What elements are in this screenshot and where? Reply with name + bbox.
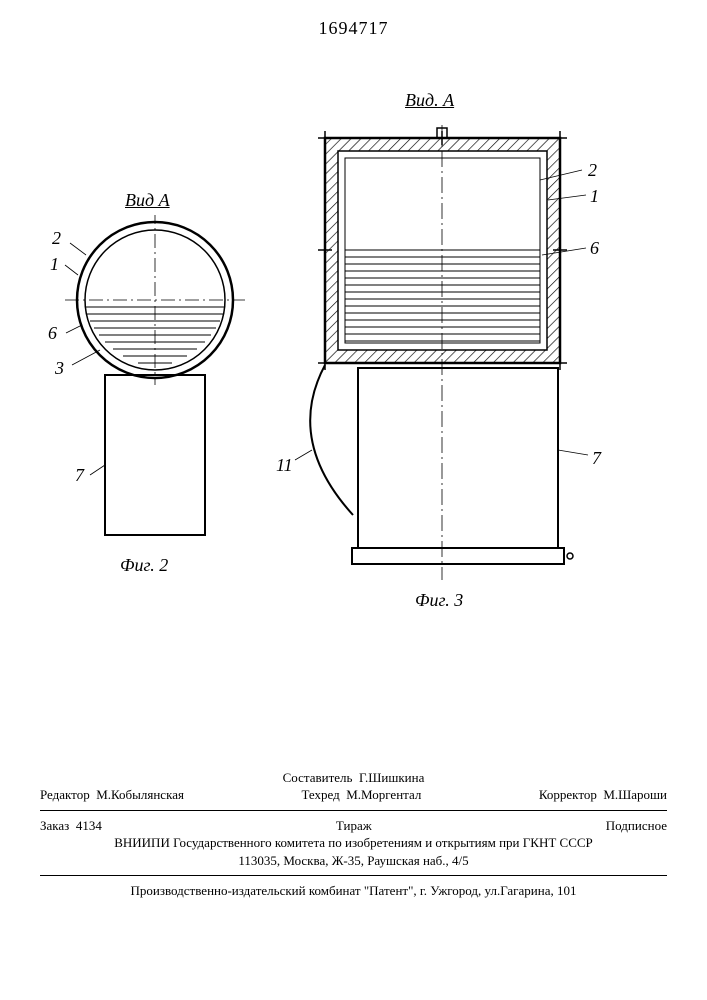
figures-area: Вид А <box>0 60 707 700</box>
order-row: Заказ 4134 Тираж Подписное <box>40 817 667 835</box>
footer-rule-2 <box>40 875 667 876</box>
editor-cell: Редактор М.Кобылянская <box>40 786 184 804</box>
fig2-label-3: 3 <box>55 358 64 379</box>
fig3-svg <box>290 120 600 590</box>
vniipi-line1: ВНИИПИ Государственного комитета по изоб… <box>40 834 667 852</box>
fig3-label-1: 1 <box>590 186 599 207</box>
compiler-row: Составитель Г.Шишкина <box>40 769 667 787</box>
fig2-label-1: 1 <box>50 254 59 275</box>
order-label: Заказ <box>40 818 69 833</box>
fig2-caption: Фиг. 2 <box>120 555 168 576</box>
fig2-label-7: 7 <box>75 465 84 486</box>
fig2-label-6: 6 <box>48 323 57 344</box>
fig2-vid-label: Вид А <box>125 190 170 211</box>
fig3-label-2: 2 <box>588 160 597 181</box>
page: 1694717 Вид А <box>0 0 707 1000</box>
tirazh-cell: Тираж <box>336 817 372 835</box>
techred-name: М.Моргентал <box>346 787 421 802</box>
credits-row: Редактор М.Кобылянская Техред М.Моргента… <box>40 786 667 804</box>
fig3-label-7: 7 <box>592 448 601 469</box>
patent-number: 1694717 <box>0 18 707 39</box>
footer-block: Составитель Г.Шишкина Редактор М.Кобылян… <box>40 769 667 900</box>
compiler-label: Составитель <box>283 770 353 785</box>
editor-name: М.Кобылянская <box>96 787 184 802</box>
podpisnoe-cell: Подписное <box>606 817 667 835</box>
vniipi-line2: 113035, Москва, Ж-35, Раушская наб., 4/5 <box>40 852 667 870</box>
editor-label: Редактор <box>40 787 90 802</box>
fig3-caption: Фиг. 3 <box>415 590 463 611</box>
fig2-svg <box>60 215 250 545</box>
techred-cell: Техред М.Моргентал <box>301 786 421 804</box>
fig2-label-2: 2 <box>52 228 61 249</box>
footer-rule-1 <box>40 810 667 811</box>
order-number: 4134 <box>76 818 102 833</box>
corrector-cell: Корректор М.Шароши <box>539 786 667 804</box>
techred-label: Техред <box>301 787 339 802</box>
compiler-name: Г.Шишкина <box>359 770 424 785</box>
fig3-vid-label: Вид. А <box>405 90 454 111</box>
corrector-label: Корректор <box>539 787 597 802</box>
colophon-line: Производственно-издательский комбинат "П… <box>40 882 667 900</box>
order-cell: Заказ 4134 <box>40 817 102 835</box>
corrector-name: М.Шароши <box>603 787 667 802</box>
fig3-label-11: 11 <box>276 455 293 476</box>
fig3-label-6: 6 <box>590 238 599 259</box>
